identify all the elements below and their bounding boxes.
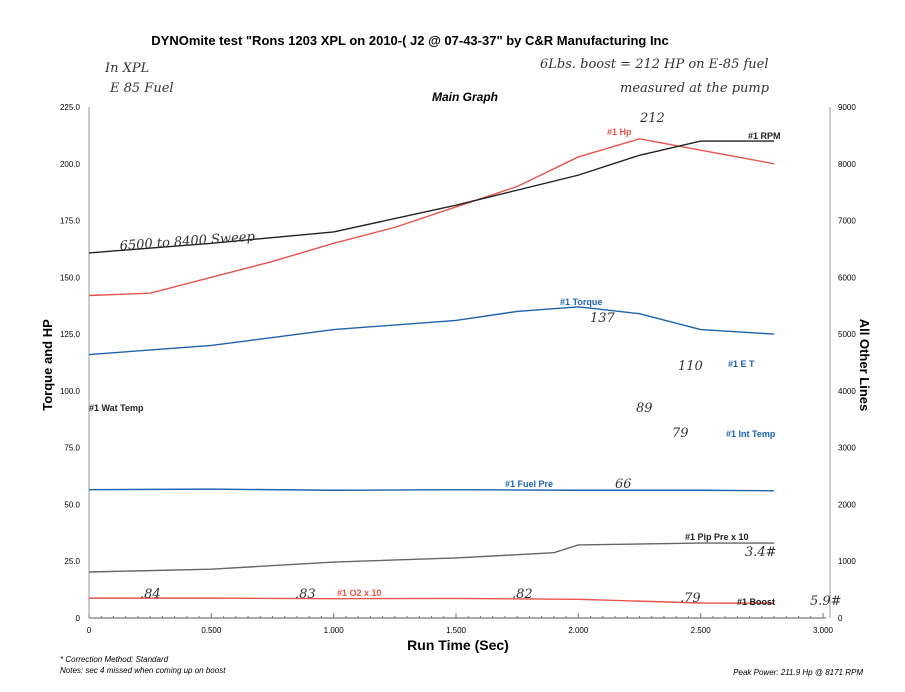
handwritten-note: In XPL <box>104 61 149 76</box>
y2-tick-label: 4000 <box>838 387 856 396</box>
handwritten-note: measured at the pump <box>620 81 770 96</box>
y-tick-label: 125.0 <box>60 330 81 339</box>
x-tick-label: 0 <box>87 626 92 635</box>
handwritten-note: .84 <box>140 587 161 602</box>
x-tick-label: 2.500 <box>691 626 712 635</box>
y-tick-label: 50.0 <box>64 500 80 509</box>
y2-tick-label: 2000 <box>838 500 856 509</box>
y-axis-label: Torque and HP <box>40 319 55 411</box>
legend-label: #1 E T <box>728 359 755 369</box>
legend-label: #1 O2 x 10 <box>337 588 382 598</box>
y2-axis-label: All Other Lines <box>857 319 872 411</box>
y2-tick-label: 8000 <box>838 160 856 169</box>
y-tick-label: 175.0 <box>60 217 81 226</box>
handwritten-note: .82 <box>512 587 533 602</box>
legend-label: #1 Fuel Pre <box>505 479 553 489</box>
x-tick-label: 2.000 <box>568 626 589 635</box>
series-line--1-torque <box>88 306 775 356</box>
handwritten-note: 110 <box>678 359 703 374</box>
legend-label: #1 Boost <box>737 597 775 607</box>
y2-tick-label: 1000 <box>838 557 856 566</box>
handwritten-note: 3.4# <box>745 545 777 560</box>
handwritten-note: 212 <box>639 111 665 126</box>
legend-label: #1 Wat Temp <box>89 403 144 413</box>
footer-notes: Notes: sec 4 missed when coming up on bo… <box>60 666 226 675</box>
legend-label: #1 RPM <box>748 131 781 141</box>
footer-correction: * Correction Method: Standard <box>60 655 169 664</box>
y2-tick-label: 9000 <box>838 103 856 112</box>
chart-title: DYNOmite test "Rons 1203 XPL on 2010-( J… <box>151 33 668 48</box>
footer-peak: Peak Power: 211.9 Hp @ 8171 RPM <box>733 668 863 677</box>
handwritten-note: 6Lbs. boost = 212 HP on E-85 fuel <box>540 57 769 72</box>
x-axis-label: Run Time (Sec) <box>407 637 509 653</box>
handwritten-note: 137 <box>590 311 616 326</box>
handwritten-note: 89 <box>636 401 653 416</box>
handwritten-note: 79 <box>672 426 689 441</box>
y2-tick-label: 3000 <box>838 444 856 453</box>
legend-label: #1 Torque <box>560 297 602 307</box>
y-tick-label: 150.0 <box>60 273 81 282</box>
y-tick-label: 0 <box>76 614 81 623</box>
x-tick-label: 3.000 <box>813 626 834 635</box>
handwritten-note: .83 <box>295 587 316 602</box>
y2-tick-label: 0 <box>838 614 843 623</box>
handwritten-note: 6500 to 8400 Sweep <box>119 230 256 254</box>
legend-label: #1 Pip Pre x 10 <box>685 532 749 542</box>
handwritten-note: 66 <box>615 477 632 492</box>
handwritten-note: .79 <box>680 591 701 606</box>
chart-subtitle: Main Graph <box>432 90 498 104</box>
y-tick-label: 225.0 <box>60 103 81 112</box>
series-line--1-o2-x-10 <box>89 597 775 604</box>
y-tick-label: 100.0 <box>60 387 81 396</box>
series-line--1-fuel-pre <box>88 488 775 492</box>
y-tick-label: 75.0 <box>64 444 80 453</box>
x-tick-label: 1.000 <box>324 626 345 635</box>
series-line--1-pip-pre-x-10 <box>88 542 775 573</box>
y-tick-label: 200.0 <box>60 160 81 169</box>
y2-tick-label: 6000 <box>838 273 856 282</box>
x-tick-label: 0.500 <box>201 626 222 635</box>
series-line--1-rpm <box>88 140 775 254</box>
legend-label: #1 Int Temp <box>726 429 776 439</box>
legend-label: #1 Hp <box>607 127 632 137</box>
handwritten-note: 5.9# <box>810 594 842 609</box>
y2-tick-label: 7000 <box>838 217 856 226</box>
handwritten-note: E 85 Fuel <box>109 81 174 96</box>
series-line--1-hp <box>88 138 775 297</box>
x-tick-label: 1.500 <box>446 626 467 635</box>
y-tick-label: 25.0 <box>64 557 80 566</box>
y2-tick-label: 5000 <box>838 330 856 339</box>
